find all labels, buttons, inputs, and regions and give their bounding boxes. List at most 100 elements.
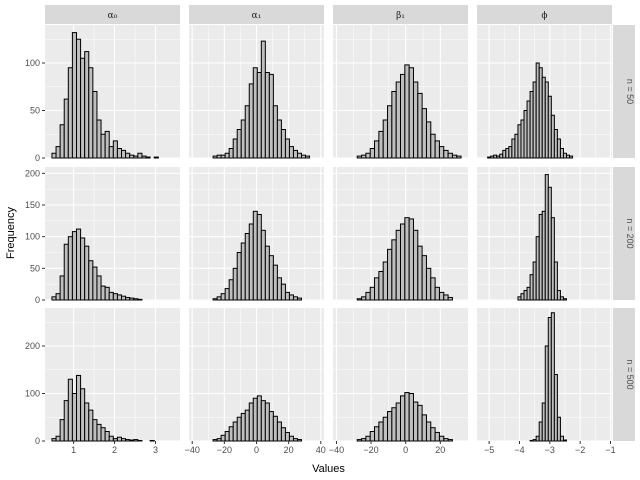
- x-tick-label: 1: [71, 445, 76, 455]
- histogram-bar: [96, 275, 102, 301]
- histogram-bar: [125, 439, 131, 442]
- histogram-bar: [260, 40, 266, 159]
- histogram-bar: [67, 378, 73, 442]
- histogram-bar: [108, 146, 114, 159]
- x-tick-label: 40: [316, 445, 326, 455]
- histogram-bar: [100, 285, 106, 301]
- histogram-bar: [272, 105, 278, 159]
- histogram-bar: [425, 267, 432, 301]
- histogram-bars: [212, 210, 303, 301]
- histogram-bar: [292, 438, 298, 442]
- histogram-bar: [129, 439, 135, 442]
- histogram-bar: [391, 239, 397, 301]
- histogram-bar: [256, 214, 262, 301]
- histogram-bar: [228, 148, 234, 159]
- histogram-bar: [404, 217, 410, 301]
- histogram-bar: [569, 155, 574, 159]
- histogram-bar: [382, 119, 389, 159]
- histogram-bar: [395, 81, 401, 159]
- histogram-bar: [153, 156, 159, 159]
- x-tick-label: −20: [217, 445, 232, 455]
- histogram-bar: [421, 108, 427, 159]
- facet-strip-label: n = 500: [625, 359, 635, 389]
- histogram-bar: [104, 130, 110, 159]
- histogram-bar: [116, 148, 122, 159]
- histogram-bar: [108, 291, 114, 301]
- y-axis-title: Frequency: [5, 207, 17, 259]
- histogram-bar: [236, 129, 242, 159]
- histogram-bar: [408, 67, 414, 159]
- histogram-bar: [284, 291, 290, 301]
- histogram-bar: [212, 298, 218, 301]
- histogram-bar: [141, 155, 147, 159]
- histogram-bars: [356, 392, 453, 442]
- histogram-bar: [425, 121, 432, 159]
- histogram-bar: [412, 81, 419, 159]
- histogram-bar: [559, 435, 564, 442]
- histogram-bar: [296, 439, 303, 442]
- histogram-bar: [408, 393, 414, 442]
- histogram-bar: [430, 427, 436, 442]
- y-tick-label: 0: [35, 295, 40, 305]
- histogram-bar: [382, 261, 389, 301]
- y-tick-label: 50: [30, 106, 40, 116]
- x-tick-label: 0: [403, 445, 408, 455]
- histogram-bar: [63, 400, 69, 442]
- facet-strip-column: [477, 5, 612, 24]
- facet-panel: [333, 167, 468, 301]
- histogram-bar: [443, 149, 449, 159]
- histogram-bar: [260, 400, 266, 442]
- histogram-bar: [224, 288, 230, 301]
- histogram-bar: [84, 402, 90, 442]
- histogram-bar: [434, 140, 440, 159]
- histogram-bar: [417, 92, 423, 159]
- y-tick-label: 100: [25, 58, 40, 68]
- histogram-bar: [88, 409, 94, 442]
- facet-panel: [477, 167, 612, 301]
- histogram-bar: [387, 248, 393, 301]
- histogram-bar: [284, 138, 290, 159]
- histogram-bar: [365, 435, 371, 442]
- histogram-bar: [137, 298, 143, 301]
- facet-strip-row: [613, 25, 635, 158]
- histogram-bar: [92, 266, 98, 301]
- x-tick-label: −2: [575, 445, 585, 455]
- y-tick-label: 0: [35, 436, 40, 446]
- histogram-bar: [248, 223, 254, 301]
- histogram-bar: [116, 294, 122, 301]
- histogram-bars: [487, 62, 574, 159]
- histogram-bar: [240, 412, 246, 442]
- histogram-bar: [63, 243, 69, 301]
- histogram-bar: [404, 392, 410, 442]
- histogram-bar: [145, 156, 151, 159]
- histogram-bar: [395, 229, 401, 301]
- histogram-bar: [244, 105, 250, 159]
- histogram-bar: [224, 431, 230, 442]
- facet-strip-label: n = 200: [625, 218, 635, 248]
- histogram-bar: [216, 154, 222, 159]
- histogram-bar: [268, 73, 274, 159]
- histogram-bar: [421, 255, 427, 301]
- histogram-bar: [71, 393, 77, 442]
- histogram-bar: [296, 152, 303, 159]
- histogram-bar: [556, 416, 561, 442]
- histogram-bar: [553, 261, 558, 301]
- histogram-bar: [430, 277, 436, 301]
- histogram-bar: [301, 154, 307, 159]
- histogram-bar: [92, 91, 98, 159]
- y-tick-label: 100: [25, 389, 40, 399]
- histogram-bar: [129, 154, 135, 159]
- histogram-bar: [412, 229, 419, 301]
- y-tick-label: 100: [25, 232, 40, 242]
- histogram-bar: [92, 419, 98, 442]
- y-tick-label: 200: [25, 168, 40, 178]
- facet-panel: [189, 25, 324, 159]
- histogram-bar: [562, 298, 567, 301]
- histogram-bar: [212, 439, 218, 442]
- x-tick-label: 20: [284, 445, 294, 455]
- histogram-bar: [288, 435, 294, 442]
- facet-strip-column: [189, 5, 324, 24]
- histogram-bar: [252, 397, 258, 442]
- histogram-bar: [260, 229, 266, 301]
